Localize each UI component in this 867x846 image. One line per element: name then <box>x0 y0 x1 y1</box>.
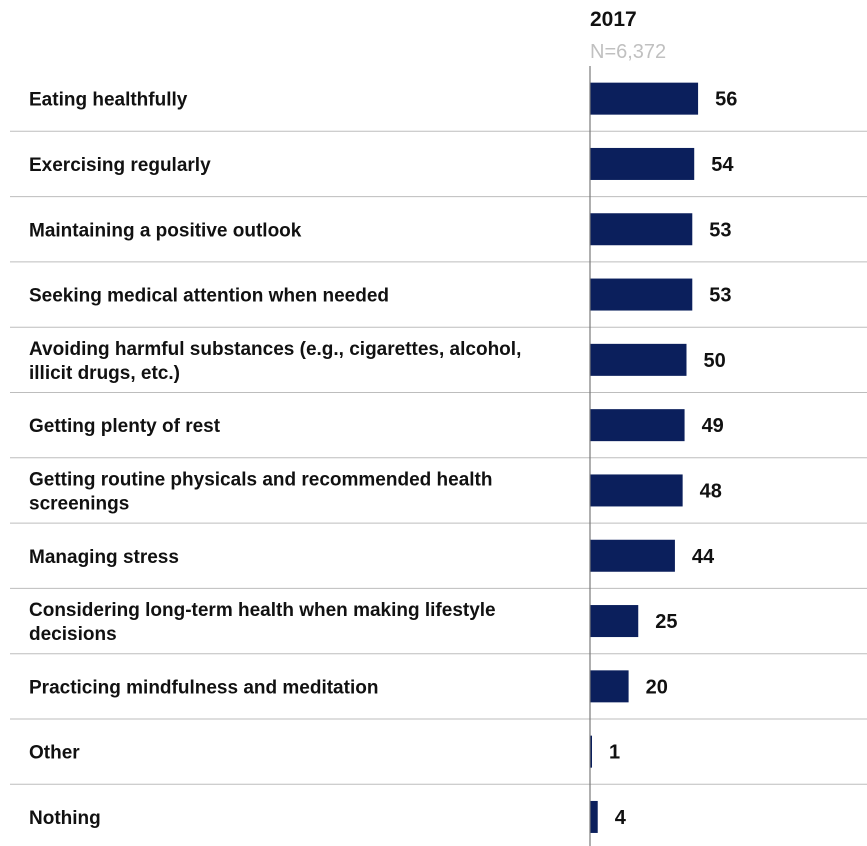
category-label-line: Considering long-term health when making… <box>29 600 496 621</box>
bar <box>590 539 675 572</box>
category-label: Exercising regularly <box>29 155 211 176</box>
category-label: Getting routine physicals and recommende… <box>29 469 492 514</box>
category-label: Maintaining a positive outlook <box>29 220 302 241</box>
bar <box>590 735 592 768</box>
data-label: 25 <box>655 611 677 633</box>
data-label: 53 <box>709 285 731 307</box>
category-label-line: Managing stress <box>29 547 179 568</box>
category-label: Avoiding harmful substances (e.g., cigar… <box>29 339 521 384</box>
category-label-line: Seeking medical attention when needed <box>29 286 389 307</box>
bar <box>590 147 695 180</box>
chart-rows: Eating healthfully 56 Exercising regularly… <box>10 82 867 833</box>
data-label: 1 <box>609 742 620 764</box>
category-label-line: Getting routine physicals and recommende… <box>29 469 492 490</box>
category-label-line: illicit drugs, etc.) <box>29 363 180 384</box>
category-label-line: Maintaining a positive outlook <box>29 220 302 241</box>
bar <box>590 213 693 246</box>
bar <box>590 343 687 376</box>
data-label: 56 <box>715 89 737 111</box>
bar <box>590 278 693 311</box>
data-label: 53 <box>709 219 731 241</box>
category-label: Considering long-term health when making… <box>29 600 496 645</box>
bar <box>590 605 639 638</box>
bar <box>590 474 683 507</box>
data-label: 44 <box>692 546 715 568</box>
category-label: Nothing <box>29 808 101 829</box>
category-label-line: screenings <box>29 493 129 514</box>
category-label-line: Eating healthfully <box>29 90 188 111</box>
category-label-line: decisions <box>29 624 117 645</box>
category-label: Seeking medical attention when needed <box>29 286 389 307</box>
data-label: 50 <box>704 350 726 372</box>
category-label: Other <box>29 743 80 764</box>
series-sample-size: N=6,372 <box>590 41 666 63</box>
category-label-line: Practicing mindfulness and meditation <box>29 677 378 698</box>
series-title: 2017 <box>590 8 637 31</box>
category-label: Practicing mindfulness and meditation <box>29 677 378 698</box>
category-label-line: Getting plenty of rest <box>29 416 221 437</box>
bar <box>590 82 699 115</box>
data-label: 49 <box>702 415 724 437</box>
data-label: 54 <box>711 154 734 176</box>
data-label: 4 <box>615 807 627 829</box>
category-label: Getting plenty of rest <box>29 416 221 437</box>
data-label: 48 <box>700 480 722 502</box>
bar <box>590 670 629 703</box>
bar <box>590 409 685 442</box>
data-label: 20 <box>646 676 668 698</box>
bar <box>590 800 598 833</box>
category-label-line: Nothing <box>29 808 101 829</box>
category-label: Eating healthfully <box>29 90 188 111</box>
category-label-line: Avoiding harmful substances (e.g., cigar… <box>29 339 521 360</box>
category-label-line: Exercising regularly <box>29 155 211 176</box>
category-label-line: Other <box>29 743 80 764</box>
category-label: Managing stress <box>29 547 179 568</box>
